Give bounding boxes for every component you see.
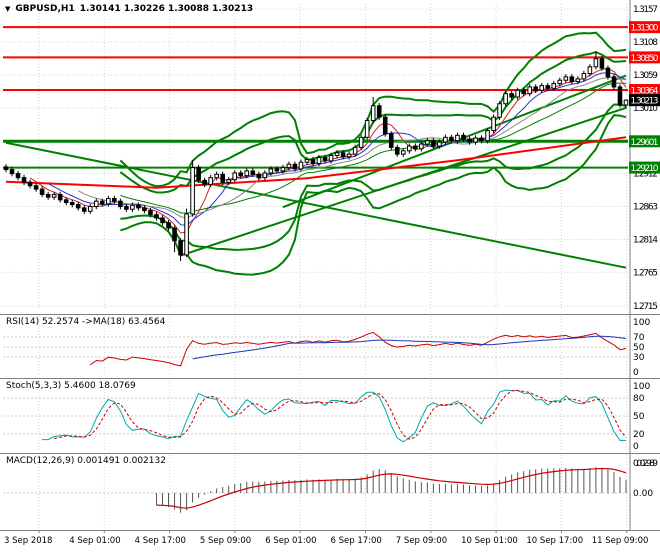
svg-text:80: 80 bbox=[633, 394, 645, 404]
main-grid bbox=[3, 4, 628, 310]
svg-text:20: 20 bbox=[633, 430, 645, 440]
rsi-label: RSI(14) 52.2574 ->MA(18) 63.4564 bbox=[6, 317, 166, 327]
svg-text:1.30850: 1.30850 bbox=[631, 54, 659, 64]
svg-text:0: 0 bbox=[633, 442, 639, 452]
time-axis: 3 Sep 2018 4 Sep 01:00 4 Sep 17:00 5 Sep 09… bbox=[0, 530, 660, 546]
svg-text:4 Sep 17:00: 4 Sep 17:00 bbox=[135, 536, 186, 546]
bollinger-bands bbox=[119, 31, 627, 276]
candles bbox=[3, 51, 629, 261]
svg-text:0: 0 bbox=[633, 368, 639, 378]
svg-text:0.002989: 0.002989 bbox=[633, 459, 658, 469]
svg-text:1.3010: 1.3010 bbox=[633, 104, 658, 114]
svg-text:10 Sep 01:00: 10 Sep 01:00 bbox=[461, 536, 518, 546]
macd-panel[interactable]: 0.002989 0.00 bbox=[0, 453, 660, 530]
macd-histogram bbox=[155, 467, 627, 513]
svg-text:1.2765: 1.2765 bbox=[633, 268, 658, 278]
svg-text:1.29210: 1.29210 bbox=[631, 164, 659, 174]
svg-text:100: 100 bbox=[633, 318, 650, 328]
svg-text:6 Sep 01:00: 6 Sep 01:00 bbox=[265, 536, 316, 546]
macd-label: MACD(12,26,9) 0.001491 0.002132 bbox=[6, 456, 166, 466]
trendlines[interactable] bbox=[5, 68, 627, 269]
svg-text:7 Sep 09:00: 7 Sep 09:00 bbox=[396, 536, 447, 546]
svg-text:1.3157: 1.3157 bbox=[633, 5, 658, 15]
stochastic-panel[interactable]: 100 80 50 20 0 bbox=[0, 378, 660, 453]
svg-text:0.00: 0.00 bbox=[633, 489, 653, 499]
svg-text:70: 70 bbox=[633, 333, 645, 343]
svg-text:1.2814: 1.2814 bbox=[633, 235, 658, 245]
svg-text:3 Sep 2018: 3 Sep 2018 bbox=[4, 536, 52, 546]
svg-text:1.3059: 1.3059 bbox=[633, 71, 658, 81]
svg-text:1.2912: 1.2912 bbox=[633, 170, 658, 180]
svg-text:6 Sep 17:00: 6 Sep 17:00 bbox=[331, 536, 382, 546]
price-axis[interactable]: 1.31571.31081.30591.30101.29611.29121.28… bbox=[629, 0, 660, 314]
svg-text:10 Sep 17:00: 10 Sep 17:00 bbox=[526, 536, 583, 546]
svg-text:1.30213: 1.30213 bbox=[631, 97, 659, 107]
time-axis-labels: 3 Sep 2018 4 Sep 01:00 4 Sep 17:00 5 Sep 09… bbox=[4, 536, 648, 546]
svg-text:50: 50 bbox=[633, 412, 645, 422]
svg-text:1.3108: 1.3108 bbox=[633, 38, 658, 48]
svg-text:30: 30 bbox=[633, 353, 645, 363]
chart-ohlc-header: ▼ GBPUSD,H1 1.30141 1.30226 1.30088 1.30… bbox=[5, 4, 253, 14]
main-price-chart[interactable]: 1.31571.31081.30591.30101.29611.29121.28… bbox=[0, 0, 660, 314]
svg-text:1.31300: 1.31300 bbox=[631, 24, 659, 34]
svg-text:5 Sep 09:00: 5 Sep 09:00 bbox=[200, 536, 251, 546]
svg-text:1.2863: 1.2863 bbox=[633, 203, 658, 213]
stoch-label: Stoch(5,3,3) 5.4600 18.0769 bbox=[6, 381, 136, 391]
svg-text:11 Sep 09:00: 11 Sep 09:00 bbox=[592, 536, 649, 546]
svg-text:1.30364: 1.30364 bbox=[631, 87, 659, 97]
svg-text:4 Sep 01:00: 4 Sep 01:00 bbox=[69, 536, 120, 546]
svg-text:50: 50 bbox=[633, 343, 645, 353]
symbol-dropdown-icon[interactable]: ▼ bbox=[5, 4, 11, 13]
svg-text:1.29601: 1.29601 bbox=[631, 138, 659, 148]
symbol-timeframe-label: GBPUSD,H1 bbox=[15, 4, 75, 14]
ohlc-values: 1.30141 1.30226 1.30088 1.30213 bbox=[79, 4, 254, 14]
svg-text:1.2715: 1.2715 bbox=[633, 302, 658, 312]
svg-text:100: 100 bbox=[633, 382, 650, 392]
